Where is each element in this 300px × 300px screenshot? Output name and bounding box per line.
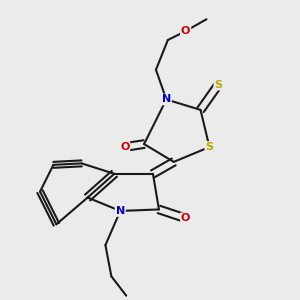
Text: S: S <box>214 80 222 90</box>
Text: O: O <box>181 26 190 36</box>
Text: S: S <box>206 142 213 152</box>
Text: N: N <box>162 94 171 104</box>
Text: O: O <box>120 142 129 152</box>
Text: N: N <box>116 206 125 216</box>
Text: O: O <box>181 213 190 224</box>
